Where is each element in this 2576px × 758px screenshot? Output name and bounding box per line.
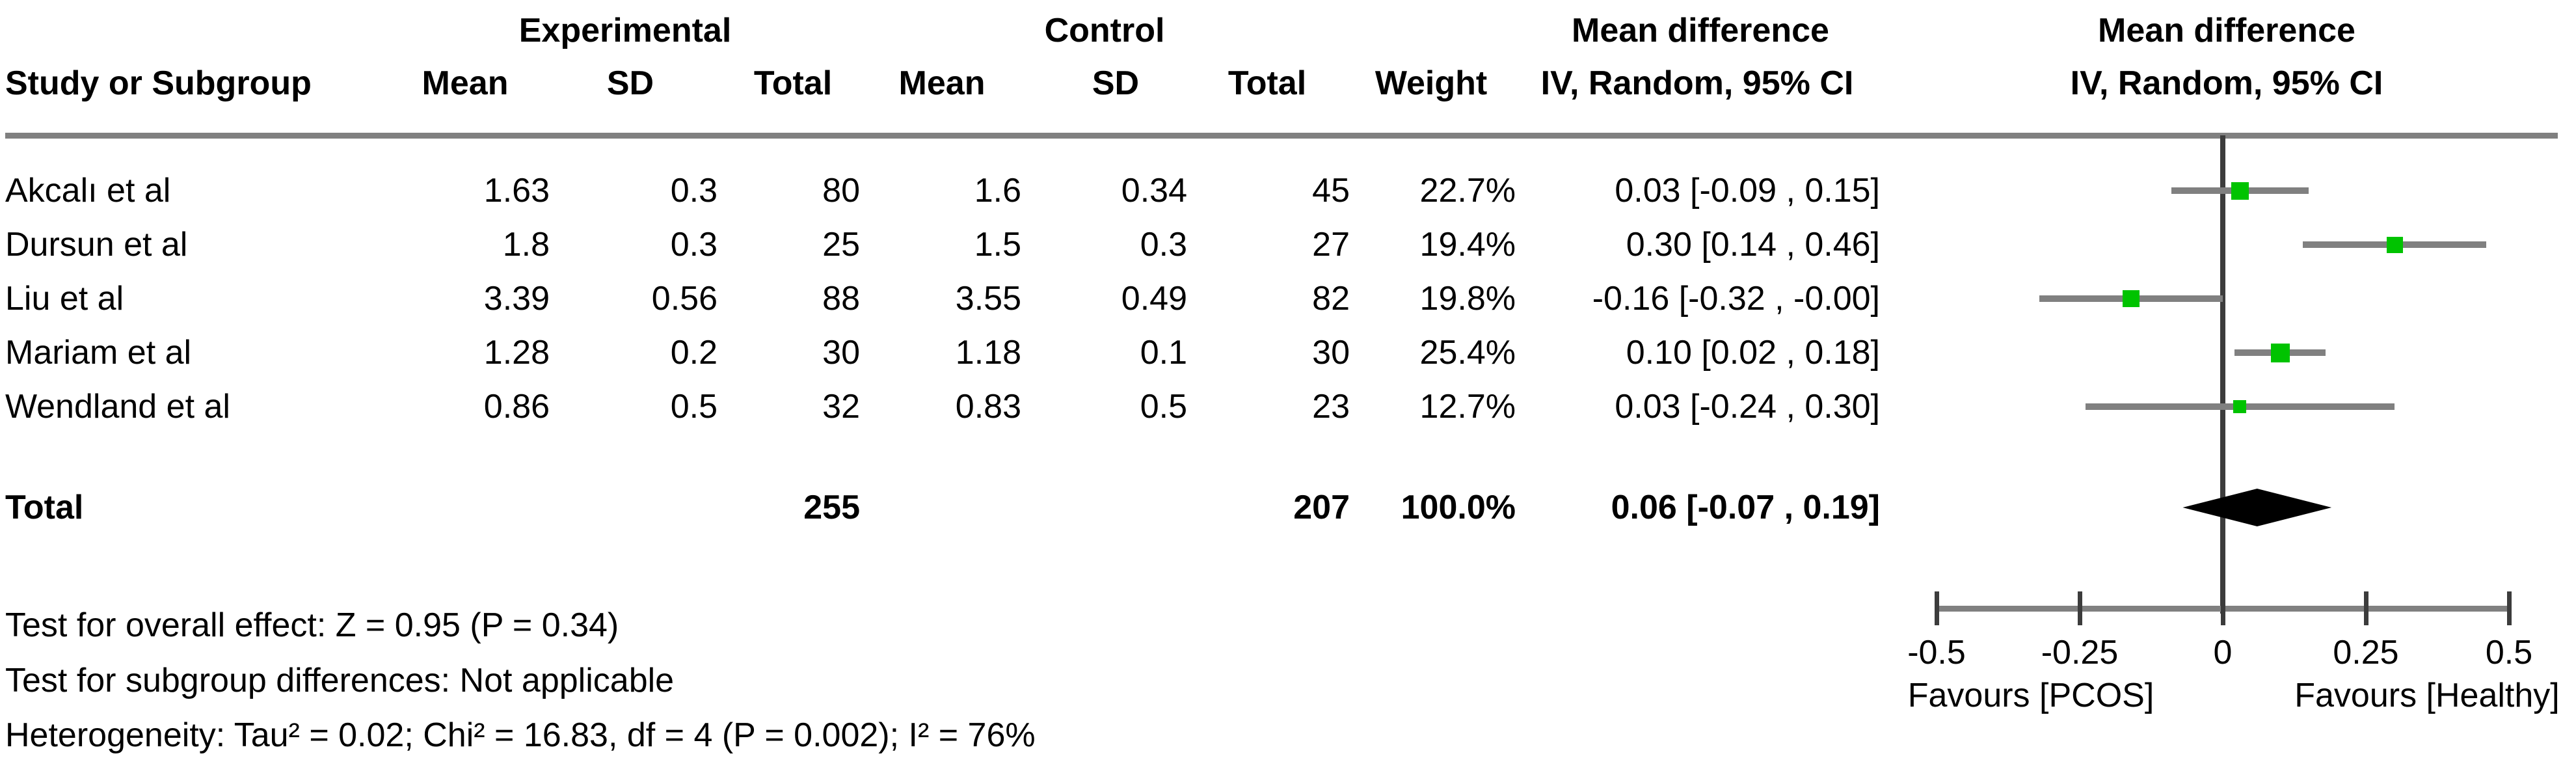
study-ctrl-total: 30: [1312, 334, 1350, 372]
total-ci-text: 0.06 [-0.07 , 0.19]: [1611, 489, 1880, 526]
x-axis-tick-label: -0.5: [1907, 634, 1966, 671]
study-exp-mean: 3.39: [483, 280, 550, 318]
x-axis-tick-label: 0: [2213, 634, 2233, 671]
favours-left-label: Favours [PCOS]: [1907, 677, 2154, 714]
pooled-diamond: [2182, 489, 2332, 526]
study-ctrl-total: 27: [1312, 226, 1350, 264]
study-ctrl-total: 45: [1312, 172, 1350, 210]
x-axis-tick: [2364, 591, 2368, 625]
study-ctrl-mean: 1.18: [955, 334, 1021, 372]
study-ctrl-total: 23: [1312, 388, 1350, 426]
study-weight: 25.4%: [1419, 334, 1516, 372]
header-iv-random-ci-plot: IV, Random, 95% CI: [2070, 64, 2383, 102]
x-axis-tick: [1935, 591, 1939, 625]
study-name: Mariam et al: [5, 334, 192, 372]
heterogeneity-text: Heterogeneity: Tau² = 0.02; Chi² = 16.83…: [5, 716, 1036, 754]
subgroup-differences-text: Test for subgroup differences: Not appli…: [5, 662, 675, 699]
study-exp-mean: 1.28: [483, 334, 550, 372]
header-exp-total: Total: [753, 64, 833, 102]
study-ctrl-mean: 1.5: [974, 226, 1021, 264]
study-ctrl-mean: 0.83: [955, 388, 1021, 426]
x-axis-tick: [2507, 591, 2512, 625]
study-ctrl-total: 82: [1312, 280, 1350, 318]
header-ctrl-total: Total: [1228, 64, 1307, 102]
header-divider-line: [5, 133, 2558, 139]
header-mean-difference-plot: Mean difference: [2098, 12, 2355, 49]
effect-marker-square: [2270, 343, 2290, 362]
study-exp-sd: 0.5: [670, 388, 718, 426]
header-weight: Weight: [1375, 64, 1488, 102]
study-weight: 19.4%: [1419, 226, 1516, 264]
header-exp-sd: SD: [606, 64, 654, 102]
header-iv-random-ci-text: IV, Random, 95% CI: [1540, 64, 1854, 102]
x-axis-tick-label: 0.5: [2485, 634, 2533, 671]
overall-effect-test-text: Test for overall effect: Z = 0.95 (P = 0…: [5, 606, 619, 644]
study-ci-text: 0.10 [0.02 , 0.18]: [1626, 334, 1880, 372]
study-weight: 22.7%: [1419, 172, 1516, 210]
study-ctrl-mean: 1.6: [974, 172, 1021, 210]
header-exp-mean: Mean: [422, 64, 509, 102]
zero-effect-line: [2220, 135, 2225, 614]
study-ci-text: 0.03 [-0.24 , 0.30]: [1615, 388, 1880, 426]
study-ctrl-sd: 0.34: [1121, 172, 1187, 210]
effect-marker-square: [2233, 400, 2247, 413]
study-name: Akcalı et al: [5, 172, 171, 210]
total-exp-n: 255: [803, 489, 860, 526]
header-mean-difference-text: Mean difference: [1572, 12, 1829, 49]
favours-right-label: Favours [Healthy]: [2294, 677, 2560, 714]
study-exp-total: 80: [822, 172, 860, 210]
total-row-label: Total: [5, 489, 84, 526]
header-ctrl-mean: Mean: [898, 64, 986, 102]
study-name: Wendland et al: [5, 388, 230, 426]
study-exp-sd: 0.3: [670, 172, 718, 210]
study-ctrl-sd: 0.49: [1121, 280, 1187, 318]
x-axis-tick: [2221, 591, 2225, 625]
x-axis-tick-label: 0.25: [2333, 634, 2399, 671]
study-name: Dursun et al: [5, 226, 188, 264]
study-ci-text: -0.16 [-0.32 , -0.00]: [1592, 280, 1880, 318]
total-weight: 100.0%: [1401, 489, 1516, 526]
study-ctrl-sd: 0.3: [1140, 226, 1187, 264]
effect-marker-square: [2231, 182, 2249, 200]
study-exp-mean: 0.86: [483, 388, 550, 426]
study-ci-text: 0.03 [-0.09 , 0.15]: [1615, 172, 1880, 210]
header-control-group: Control: [1044, 12, 1165, 49]
x-axis-tick: [2078, 591, 2082, 625]
study-exp-total: 25: [822, 226, 860, 264]
study-exp-total: 30: [822, 334, 860, 372]
effect-marker-square: [2386, 236, 2403, 253]
x-axis-tick-label: -0.25: [2041, 634, 2119, 671]
study-ctrl-sd: 0.5: [1140, 388, 1187, 426]
study-exp-sd: 0.56: [651, 280, 718, 318]
study-exp-sd: 0.3: [670, 226, 718, 264]
header-study-or-subgroup: Study or Subgroup: [5, 64, 312, 102]
study-exp-total: 88: [822, 280, 860, 318]
header-ctrl-sd: SD: [1092, 64, 1140, 102]
study-exp-mean: 1.8: [502, 226, 550, 264]
total-ctrl-n: 207: [1293, 489, 1350, 526]
study-exp-mean: 1.63: [483, 172, 550, 210]
study-exp-sd: 0.2: [670, 334, 718, 372]
effect-marker-square: [2123, 290, 2140, 307]
study-weight: 12.7%: [1419, 388, 1516, 426]
study-exp-total: 32: [822, 388, 860, 426]
header-experimental-group: Experimental: [518, 12, 732, 49]
study-weight: 19.8%: [1419, 280, 1516, 318]
study-ctrl-sd: 0.1: [1140, 334, 1187, 372]
study-name: Liu et al: [5, 280, 124, 318]
study-ci-text: 0.30 [0.14 , 0.46]: [1626, 226, 1880, 264]
study-ctrl-mean: 3.55: [955, 280, 1021, 318]
